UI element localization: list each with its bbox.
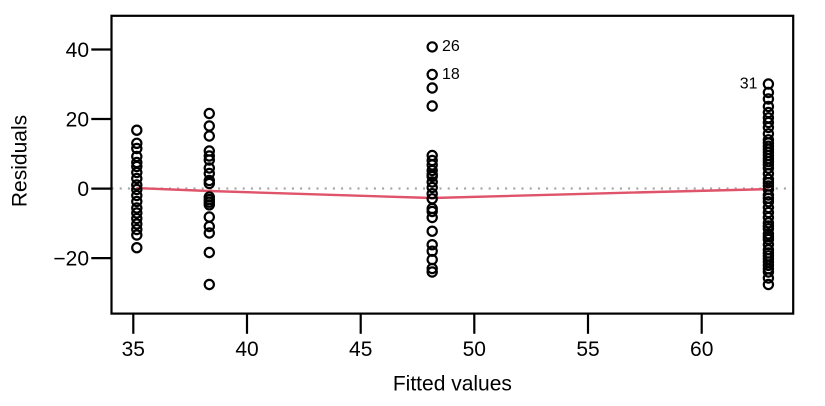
svg-text:40: 40: [66, 39, 89, 62]
svg-text:18: 18: [442, 66, 460, 83]
svg-text:Residuals: Residuals: [9, 115, 32, 207]
svg-text:60: 60: [690, 338, 713, 361]
svg-text:55: 55: [576, 338, 599, 361]
svg-text:50: 50: [463, 338, 486, 361]
svg-text:26: 26: [442, 38, 460, 55]
svg-text:−20: −20: [53, 248, 89, 271]
svg-text:35: 35: [122, 338, 145, 361]
svg-text:Fitted values: Fitted values: [393, 373, 512, 396]
svg-text:20: 20: [66, 109, 89, 132]
svg-text:0: 0: [77, 178, 89, 201]
svg-text:40: 40: [235, 338, 258, 361]
svg-text:31: 31: [740, 76, 758, 93]
svg-text:45: 45: [349, 338, 372, 361]
